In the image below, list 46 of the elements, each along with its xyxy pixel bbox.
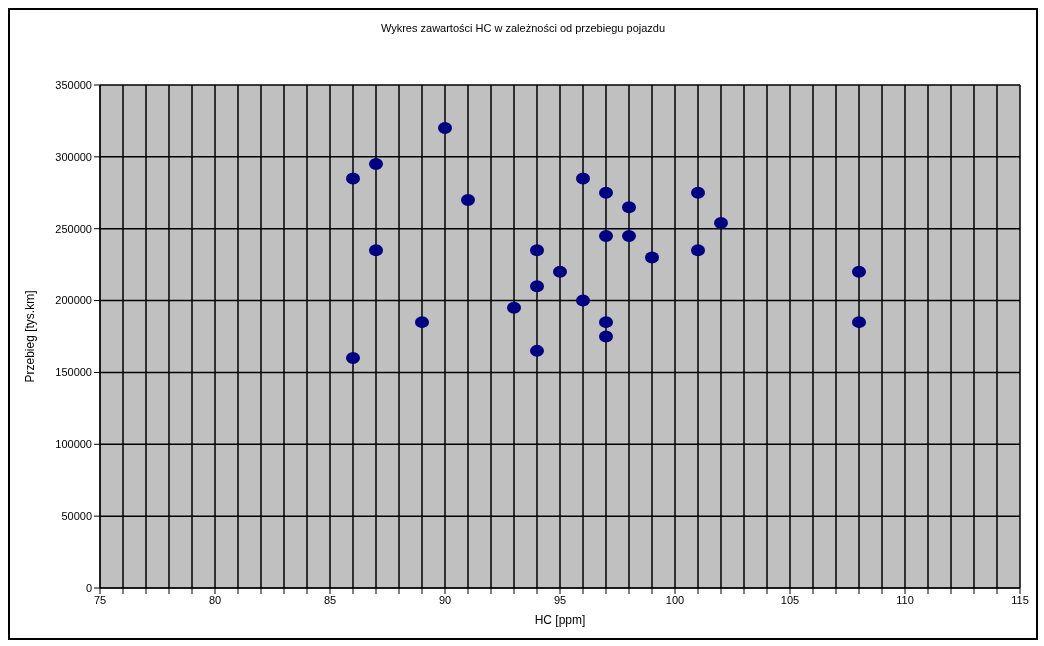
point	[507, 301, 521, 314]
point	[369, 244, 383, 257]
x-tick-label: 105	[780, 593, 800, 606]
y-tick-label: 250000	[55, 222, 92, 235]
point	[599, 186, 613, 199]
point	[599, 330, 613, 343]
x-tick-label: 80	[208, 593, 222, 606]
point	[553, 265, 567, 278]
x-tick-label: 95	[553, 593, 567, 606]
point	[346, 352, 360, 365]
point	[346, 172, 360, 185]
x-tick-label: 110	[896, 593, 914, 606]
x-tick-label: 115	[1011, 593, 1029, 606]
y-tick-label: 50000	[61, 510, 92, 523]
point	[461, 193, 475, 206]
point	[852, 265, 866, 278]
point	[622, 201, 636, 214]
point	[599, 316, 613, 329]
point	[645, 251, 659, 264]
y-tick-label: 0	[85, 581, 92, 594]
y-tick-label: 200000	[55, 294, 92, 307]
point	[691, 244, 705, 257]
point	[369, 158, 383, 171]
y-tick-label: 350000	[55, 78, 92, 91]
x-axis-title: HC [ppm]	[534, 613, 586, 627]
point	[622, 229, 636, 242]
point	[530, 244, 544, 257]
point	[599, 229, 613, 242]
y-tick-label: 150000	[55, 366, 92, 379]
y-axis-title: Przebieg [tys.km]	[23, 290, 38, 383]
point	[691, 186, 705, 199]
point	[415, 316, 429, 329]
x-tick-label: 75	[93, 593, 107, 606]
point	[438, 122, 452, 135]
y-tick-label: 100000	[55, 438, 92, 451]
x-tick-label: 90	[438, 593, 452, 606]
point	[576, 294, 590, 307]
point	[530, 280, 544, 293]
point	[576, 172, 590, 185]
chart-title: Wykres zawartości HC w zależności od przebiegu pojazdu	[379, 22, 667, 34]
point	[530, 344, 544, 357]
point	[714, 216, 728, 229]
x-tick-label: 100	[665, 593, 685, 606]
point	[852, 316, 866, 329]
x-tick-label: 85	[323, 593, 337, 606]
y-tick-label: 300000	[55, 150, 92, 163]
